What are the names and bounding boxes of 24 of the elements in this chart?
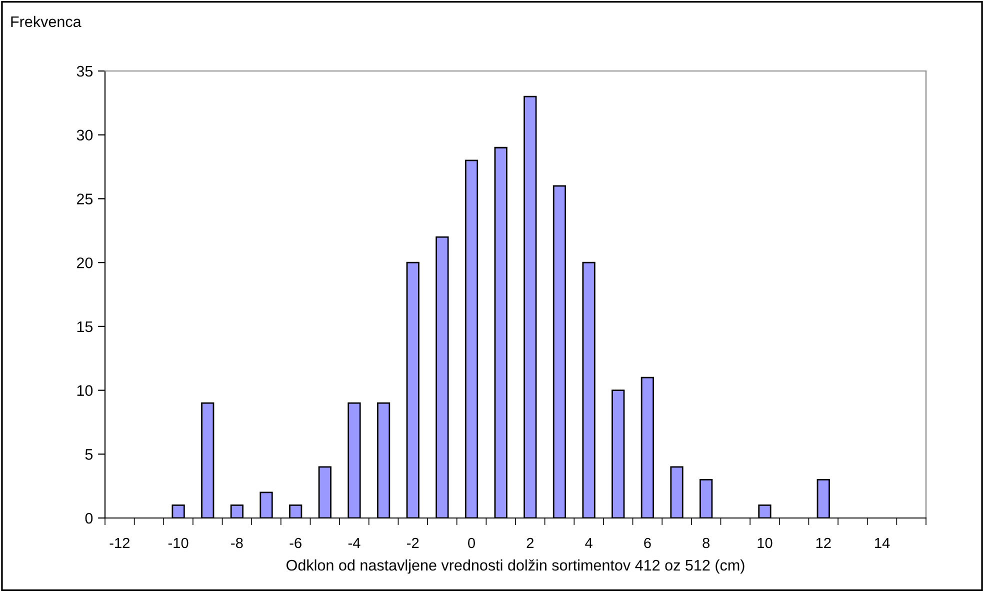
x-tick-label: 10	[758, 538, 772, 548]
x-tick-label: -2	[407, 538, 419, 548]
x-tick-label: 2	[526, 538, 534, 548]
y-tick-label: 10	[77, 385, 93, 396]
x-axis-title: Odklon od nastavljene vrednosti dolžin sortimentov 412 oz 512 (cm)	[286, 559, 744, 574]
x-tick-label: 14	[875, 538, 890, 548]
x-tick-label: -6	[290, 538, 302, 548]
x-tick-label: 0	[468, 538, 476, 548]
y-tick-label: 0	[85, 512, 93, 524]
x-tick-label: 12	[816, 538, 831, 548]
x-tick-label: -12	[110, 538, 130, 548]
y-axis-title: Frekvenca	[11, 16, 82, 28]
y-tick-label: 5	[85, 449, 93, 460]
y-tick-label: 25	[76, 194, 93, 204]
y-tick-label: 35	[76, 66, 93, 77]
x-tick-label: -4	[348, 538, 360, 548]
x-tick-label: -10	[168, 538, 188, 548]
x-tick-label: 4	[585, 538, 592, 548]
x-tick-label: 8	[702, 538, 710, 548]
x-tick-label: -8	[231, 538, 243, 548]
y-tick-label: 15	[77, 321, 93, 332]
x-tick-label: 6	[644, 538, 651, 548]
y-tick-label: 30	[76, 130, 93, 141]
y-tick-label: 20	[76, 257, 93, 268]
